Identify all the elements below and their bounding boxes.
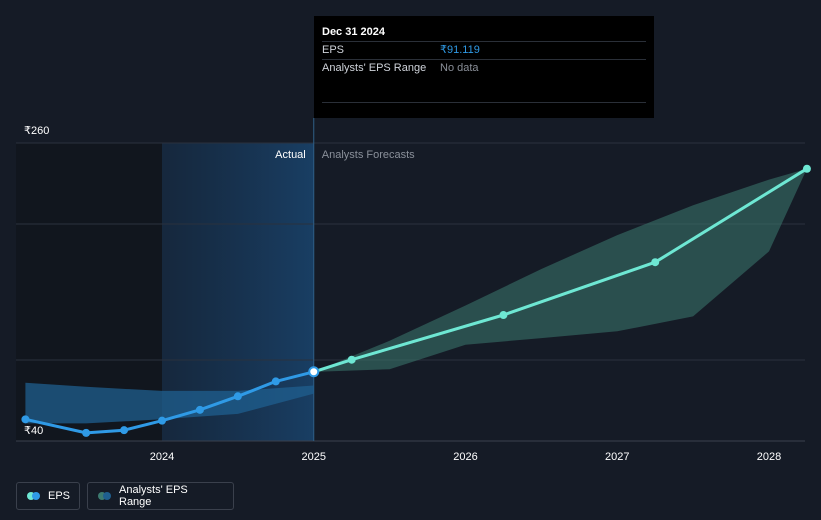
x-tick-label: 2025 (302, 451, 326, 463)
eps-actual-point (271, 377, 280, 386)
tooltip-range-value: No data (440, 62, 479, 74)
range-legend-icon (98, 492, 111, 500)
eps-forecast-point (802, 164, 811, 173)
legend-range-label: Analysts' EPS Range (119, 484, 188, 508)
eps-actual-point (233, 392, 242, 401)
tooltip-range-row: Analysts' EPS Range No data (322, 59, 646, 77)
eps-actual-point (195, 405, 204, 414)
range-band-forecast (313, 168, 807, 372)
x-tick-label: 2026 (453, 451, 477, 463)
eps-forecast-point (499, 311, 508, 320)
eps-actual-line (25, 370, 315, 435)
tooltip-eps-row: EPS ₹91.119 (322, 41, 646, 59)
eps-actual-point (158, 416, 166, 425)
legend-eps-label: EPS (48, 490, 71, 502)
range-band-actual (25, 382, 314, 424)
eps-forecast-point (651, 258, 660, 267)
tooltip-range-label: Analysts' EPS Range (322, 62, 427, 74)
legend-eps[interactable]: EPS (16, 482, 80, 510)
x-tick-label: 2024 (150, 451, 174, 463)
y-label-top: ₹260 (24, 125, 49, 137)
tooltip-eps-value: ₹91.119 (440, 44, 480, 56)
actual-label: Actual (275, 149, 306, 161)
eps-current-point (308, 366, 320, 378)
eps-legend-icon (27, 492, 40, 500)
x-tick-label: 2027 (605, 451, 629, 463)
tooltip-date: Dec 31 2024 (322, 26, 385, 38)
eps-actual-point (21, 415, 30, 424)
tooltip-eps-label: EPS (322, 44, 345, 56)
legend-range[interactable]: Analysts' EPS Range (87, 482, 234, 510)
tooltip-divider (322, 102, 646, 103)
eps-actual-point (82, 428, 91, 437)
x-tick-label: 2028 (757, 451, 781, 463)
eps-forecast-point (347, 355, 356, 364)
tooltip: Dec 31 2024 EPS ₹91.119 Analysts' EPS Ra… (314, 16, 654, 118)
y-label-bottom: ₹40 (24, 425, 43, 437)
forecast-label: Analysts Forecasts (322, 149, 415, 161)
eps-actual-point (120, 426, 129, 435)
